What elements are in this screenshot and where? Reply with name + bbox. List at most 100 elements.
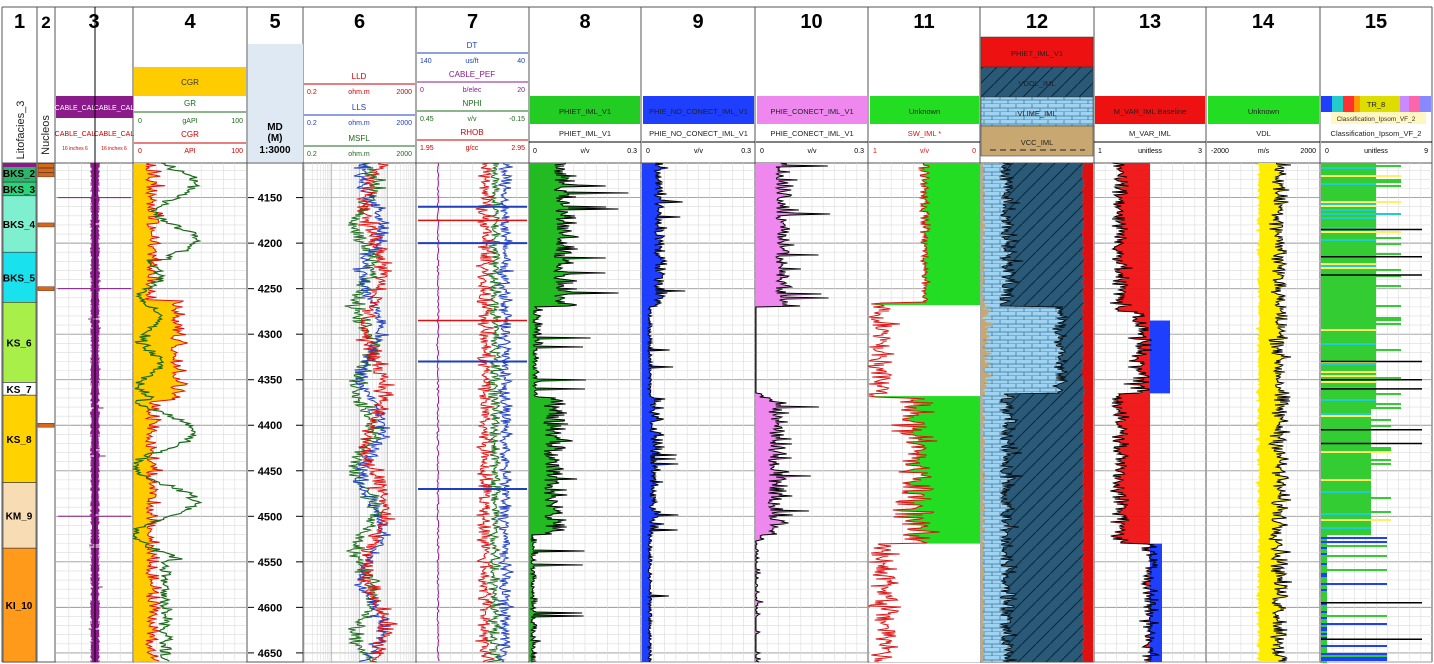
nucleos-label: Nucleos: [40, 115, 52, 155]
class-row: [1321, 271, 1376, 273]
class-row: [1321, 455, 1371, 457]
track-9-scale-unit: v/v: [694, 148, 703, 155]
class-scale-unit: unitless: [1364, 148, 1388, 155]
class-row: [1321, 291, 1376, 293]
class-color-swatch: [1398, 96, 1409, 112]
class-row: [1321, 217, 1376, 219]
track-11-scale-unit: v/v: [920, 148, 929, 155]
class-row: [1321, 223, 1376, 225]
class-row: [1321, 571, 1327, 573]
class-row: [1321, 421, 1371, 423]
class-row: [1321, 189, 1376, 191]
class-row: [1321, 295, 1376, 297]
class-row: [1321, 413, 1371, 415]
porosity-scale-unit: us/ft: [465, 58, 478, 65]
class-row: [1321, 351, 1376, 353]
class-row: [1321, 335, 1376, 337]
porosity-scale-unit: b/elec: [463, 87, 482, 94]
class-row: [1321, 255, 1376, 257]
track-number-6: 6: [354, 11, 365, 33]
class-row: [1321, 297, 1376, 299]
track-9-grid: [642, 163, 755, 663]
class-row: [1321, 637, 1327, 639]
class-row: [1321, 495, 1371, 497]
class-row: [1321, 377, 1401, 379]
class-row: [1321, 337, 1376, 339]
class-row: [1321, 411, 1371, 413]
porosity-fill-red: [1082, 163, 1093, 662]
class-row: [1321, 373, 1376, 375]
class-row: [1321, 175, 1401, 177]
class-row: [1321, 551, 1327, 553]
class-row: [1321, 425, 1391, 427]
class-row: [1321, 499, 1371, 501]
track-9-banner: [643, 96, 754, 124]
core-marker: [37, 286, 55, 291]
class-row: [1321, 365, 1376, 367]
depth-tick-label: 4400: [258, 420, 282, 432]
track-8-scale-unit: v/v: [581, 148, 590, 155]
class-row: [1321, 245, 1376, 247]
track-13-banner: [1095, 96, 1205, 124]
track-14-curve-label: VDL: [1256, 129, 1271, 138]
class-row: [1321, 231, 1401, 233]
class-row: [1321, 599, 1327, 601]
zone-BKS_5: [2, 251, 37, 303]
zone-label: KS_6: [6, 338, 31, 349]
class-row: [1321, 419, 1391, 421]
class-row: [1321, 449, 1391, 451]
class-row: [1321, 225, 1376, 227]
track-number-14: 14: [1252, 11, 1275, 33]
class-row: [1321, 265, 1376, 267]
class-row: [1321, 463, 1391, 465]
class-row: [1321, 483, 1371, 485]
mvar-fill: [1110, 163, 1159, 662]
track-8-scale-left: 0: [533, 148, 537, 155]
track-14-scale-right: 2000: [1300, 148, 1316, 155]
track-9-banner-label: PHIE_NO_CONECT_IML_V1: [649, 107, 748, 116]
core-markers: [37, 163, 55, 428]
track-14-banner: [1208, 96, 1319, 124]
class-row: [1321, 193, 1376, 195]
class-row: [1321, 527, 1371, 529]
class-row: [1321, 303, 1376, 305]
class-row: [1321, 655, 1387, 657]
class-row: [1321, 267, 1376, 269]
class-row: [1321, 611, 1327, 613]
class-row: [1321, 503, 1371, 505]
class-row: [1321, 405, 1376, 407]
class-row: [1321, 525, 1371, 527]
depth-label: MD: [267, 122, 283, 133]
mineral-banner: [980, 66, 1094, 98]
class-row: [1321, 211, 1376, 213]
class-color-swatch: [1332, 96, 1343, 112]
track-9-curve-label: PHIE_NO_CONECT_IML_V1: [649, 129, 748, 138]
track-10-banner: [757, 96, 867, 124]
zone-label: BKS_5: [3, 273, 36, 284]
track-number-10: 10: [800, 11, 822, 33]
zone-column: BKS_2 BKS_3 BKS_4 BKS_5 KS_6 KS_7 KS_8 KM_9 KI_1…: [2, 163, 37, 663]
class-row: [1321, 327, 1376, 329]
track-9-fill: [642, 163, 686, 662]
track-8-curve-label: PHIET_IML_V1: [559, 129, 611, 138]
class-row: [1321, 195, 1376, 197]
class-row: [1321, 437, 1371, 439]
track-10-scale-unit: v/v: [808, 148, 817, 155]
class-row: [1321, 649, 1327, 651]
class-row: [1321, 289, 1376, 291]
class-row: [1321, 397, 1376, 399]
class-row: [1321, 309, 1376, 311]
class-row: [1321, 167, 1376, 169]
class-row: [1321, 363, 1376, 365]
class-row: [1321, 583, 1387, 585]
class-row: [1321, 467, 1371, 469]
porosity-curve-label: RHOB: [460, 128, 483, 137]
core-marker: [37, 222, 55, 228]
class-row: [1321, 519, 1391, 521]
class-row: [1321, 557, 1327, 559]
class-row: [1321, 305, 1401, 307]
depth-tick-label: 4150: [258, 193, 282, 205]
class-row: [1321, 395, 1376, 397]
